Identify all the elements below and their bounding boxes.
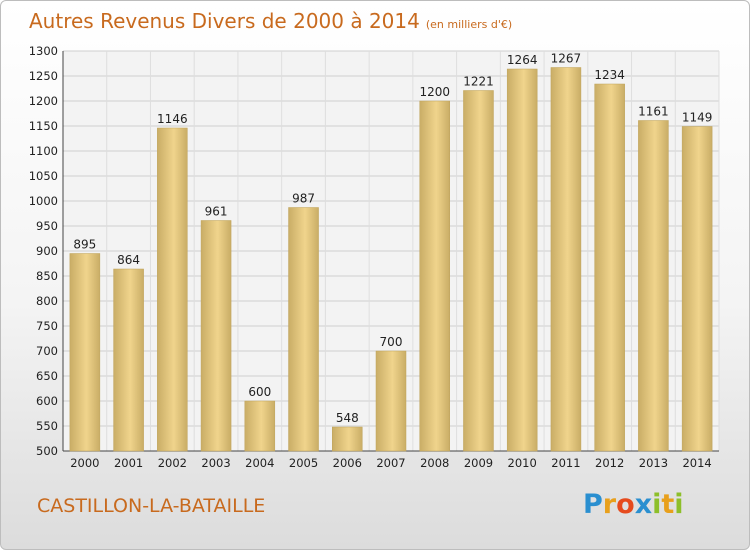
- value-label: 1149: [682, 111, 713, 125]
- chart-title: Autres Revenus Divers de 2000 à 2014 (en …: [29, 9, 512, 33]
- bar-2007: [375, 350, 407, 452]
- x-tick-label: 2007: [376, 456, 405, 470]
- y-tick-label: 900: [36, 244, 58, 258]
- logo-letter: t: [661, 489, 675, 520]
- value-label: 1161: [638, 105, 669, 119]
- x-tick-label: 2000: [70, 456, 99, 470]
- bar-2002: [157, 127, 188, 452]
- commune-name: CASTILLON-LA-BATAILLE: [37, 495, 266, 517]
- y-tick-label: 1250: [29, 69, 58, 83]
- bar-2001: [113, 268, 144, 452]
- value-label: 1146: [157, 112, 188, 126]
- x-tick-label: 2001: [114, 456, 143, 470]
- y-tick-label: 550: [36, 419, 58, 433]
- logo-letter: r: [602, 489, 617, 520]
- value-label: 1264: [507, 53, 538, 67]
- value-label: 548: [336, 411, 359, 425]
- bar-2006: [332, 426, 363, 452]
- x-tick-label: 2013: [639, 456, 668, 470]
- x-tick-label: 2006: [333, 456, 362, 470]
- y-tick-label: 1300: [29, 44, 58, 58]
- value-label: 1221: [463, 75, 494, 89]
- value-label: 700: [380, 335, 403, 349]
- bars: [69, 67, 713, 452]
- x-axis: 2000 2001 2002 2003 2004 2005 2006 2007 2008 2009…: [70, 456, 712, 470]
- value-label: 987: [292, 192, 315, 206]
- y-tick-label: 800: [36, 294, 58, 308]
- bar-2013: [638, 120, 669, 452]
- bar-2011: [550, 67, 582, 452]
- value-label: 864: [117, 253, 140, 267]
- logo-letter: o: [616, 489, 635, 520]
- x-tick-label: 2014: [682, 456, 711, 470]
- x-tick-label: 2010: [508, 456, 537, 470]
- x-tick-label: 2005: [289, 456, 318, 470]
- value-label: 1234: [594, 68, 625, 82]
- x-tick-label: 2011: [551, 456, 580, 470]
- proxiti-logo: Proxiti: [583, 489, 684, 520]
- y-tick-label: 600: [36, 394, 58, 408]
- x-tick-label: 2009: [464, 456, 493, 470]
- y-tick-label: 750: [36, 319, 58, 333]
- y-tick-label: 1000: [29, 194, 58, 208]
- y-tick-label: 650: [36, 369, 58, 383]
- value-label: 600: [248, 385, 271, 399]
- y-tick-label: 850: [36, 269, 58, 283]
- x-tick-label: 2002: [158, 456, 187, 470]
- value-labels: 895 864 1146 961 600 987 548 700 1200 1221 1264 126…: [73, 52, 712, 426]
- bar-2012: [594, 83, 625, 452]
- x-tick-label: 2012: [595, 456, 624, 470]
- x-tick-label: 2004: [245, 456, 274, 470]
- logo-letter: x: [634, 489, 653, 520]
- chart-title-text: Autres Revenus Divers de 2000 à 2014: [29, 9, 420, 33]
- y-tick-label: 1150: [29, 119, 58, 133]
- bar-2010: [506, 68, 538, 452]
- y-tick-label: 1100: [29, 144, 58, 158]
- x-tick-label: 2003: [201, 456, 230, 470]
- bar-2003: [200, 220, 232, 452]
- y-tick-label: 1200: [29, 94, 58, 108]
- logo-letter: i: [652, 489, 662, 520]
- value-label: 1200: [419, 85, 450, 99]
- bar-2009: [463, 90, 494, 452]
- value-label: 1267: [551, 52, 582, 66]
- bar-2000: [69, 253, 101, 452]
- y-tick-label: 500: [36, 444, 58, 458]
- logo-letter: P: [583, 489, 603, 520]
- y-tick-label: 1050: [29, 169, 58, 183]
- bar-2004: [244, 400, 276, 452]
- x-tick-label: 2008: [420, 456, 449, 470]
- value-label: 961: [205, 205, 228, 219]
- bar-2005: [288, 207, 319, 452]
- y-tick-label: 950: [36, 219, 58, 233]
- bar-2014: [681, 126, 713, 452]
- y-tick-label: 700: [36, 344, 58, 358]
- bar-2008: [419, 100, 450, 452]
- logo-letter: i: [674, 489, 684, 520]
- chart-unit: (en milliers d'€): [425, 18, 513, 31]
- value-label: 895: [73, 238, 96, 252]
